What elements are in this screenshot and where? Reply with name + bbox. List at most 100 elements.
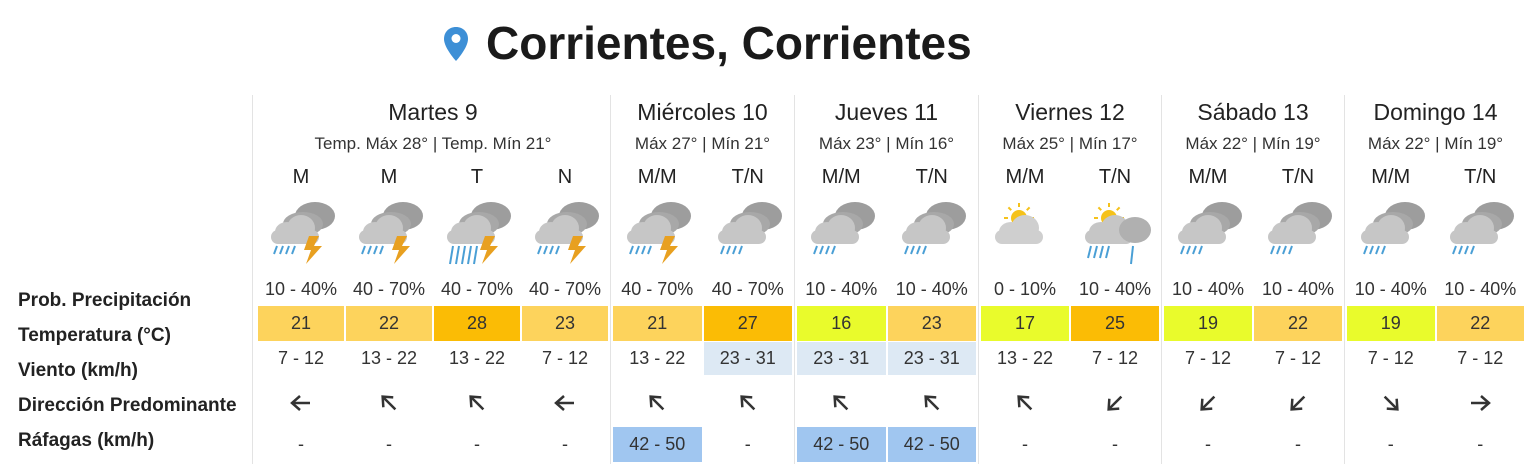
precipitation: 40 - 70% [711,278,784,299]
weather-icon [359,202,423,264]
page-title: Corrientes, Corrientes [486,17,972,69]
precipitation: 40 - 70% [621,278,694,299]
temperature: 22 [346,306,432,341]
temperature: 27 [703,306,792,341]
gusts: - [1387,434,1394,454]
wind-direction-arrow [290,395,310,411]
period-label: T/N [915,165,948,188]
wind-direction-arrow [469,395,485,411]
gusts: - [562,434,568,454]
period-label: M/M [1371,165,1411,188]
period-label: T/N [731,165,764,188]
temperature: 28 [434,306,520,341]
precipitation: 40 - 70% [352,278,426,299]
precipitation: 10 - 40% [1444,278,1517,299]
gusts: 42 - 50 [613,427,702,462]
day-temperatures: Máx 22° | Mín 19° [1367,134,1504,153]
precipitation: 10 - 40% [1261,278,1335,299]
weather-icon [1268,202,1332,255]
wind-direction-arrow [1200,395,1216,411]
weather-icon [717,202,782,255]
day-name: Viernes 12 [1015,99,1125,125]
wind-direction-arrow [1471,395,1492,411]
precipitation: 40 - 70% [440,278,514,299]
wind: 13 - 22 [360,348,418,368]
wind-direction-arrow [649,395,665,411]
weather-icon [995,203,1043,244]
column-separator [610,95,611,464]
period-label: T [470,165,484,188]
day-name: Martes 9 [388,99,478,125]
wind: 7 - 12 [1184,348,1232,368]
wind-direction-arrow [554,395,574,411]
row-label: Ráfagas (km/h) [18,430,155,451]
day-temperatures: Temp. Máx 28° | Temp. Mín 21° [314,134,552,153]
weather-icon [447,202,511,265]
weather-icon [1450,202,1515,255]
weather-icon [627,202,692,264]
wind-direction-arrow [740,395,755,411]
gusts: - [1295,434,1301,454]
period-label: N [557,165,573,188]
row-label: Dirección Predominante [18,395,237,416]
precipitation: 10 - 40% [1078,278,1152,299]
weather-icon [1085,203,1151,265]
weather-icon [271,202,335,264]
period-label: T/N [1281,165,1315,188]
wind: 7 - 12 [541,348,589,368]
temperature: 17 [981,306,1069,341]
wind: 7 - 12 [1367,348,1414,368]
column-separator [252,95,253,464]
temperature: 22 [1436,306,1524,341]
period-label: M/M [637,165,677,188]
wind-direction-arrow [833,395,849,411]
precipitation: 10 - 40% [805,278,878,299]
column-separator [1344,95,1345,464]
temperature: 25 [1071,306,1159,341]
precipitation: 40 - 70% [528,278,602,299]
weather-icon [1360,202,1425,255]
gusts: - [744,434,751,454]
gusts: - [1477,434,1484,454]
temperature: 23 [887,306,976,341]
period-label: M [292,165,310,188]
day-temperatures: Máx 22° | Mín 19° [1185,134,1321,153]
period-label: M [380,165,398,188]
location-pin [444,27,468,61]
day-temperatures: Máx 25° | Mín 17° [1002,134,1138,153]
wind-direction-arrow [381,395,397,411]
wind-direction-arrow [1107,395,1123,411]
day-name: Miércoles 10 [637,99,768,125]
wind-direction-arrow [924,395,939,411]
gusts: - [298,434,304,454]
period-label: M/M [1005,165,1045,188]
row-label: Viento (km/h) [18,360,138,381]
gusts: - [1022,434,1028,454]
wind: 7 - 12 [1457,348,1504,368]
gusts: 42 - 50 [797,427,886,462]
precipitation: 10 - 40% [895,278,968,299]
wind: 7 - 12 [277,348,325,368]
wind: 13 - 22 [629,348,686,368]
temperature: 22 [1254,306,1342,341]
weather-icon [901,202,966,255]
temperature: 23 [522,306,608,341]
row-label: Temperatura (°C) [18,325,171,346]
row-label: Prob. Precipitación [18,290,192,311]
gusts: 42 - 50 [887,427,976,462]
wind: 7 - 12 [1274,348,1322,368]
wind: 7 - 12 [1091,348,1139,368]
column-separator [1161,95,1162,464]
column-separator [978,95,979,464]
weather-icon [811,202,876,255]
period-label: T/N [1098,165,1132,188]
day-temperatures: Máx 27° | Mín 21° [634,134,771,153]
day-name: Domingo 14 [1373,99,1498,125]
day-name: Jueves 11 [834,99,939,125]
temperature: 19 [1164,306,1252,341]
column-separator [794,95,795,464]
wind: 13 - 22 [996,348,1054,368]
wind-direction-arrow [1290,395,1306,411]
wind-direction-arrow [1017,395,1033,411]
